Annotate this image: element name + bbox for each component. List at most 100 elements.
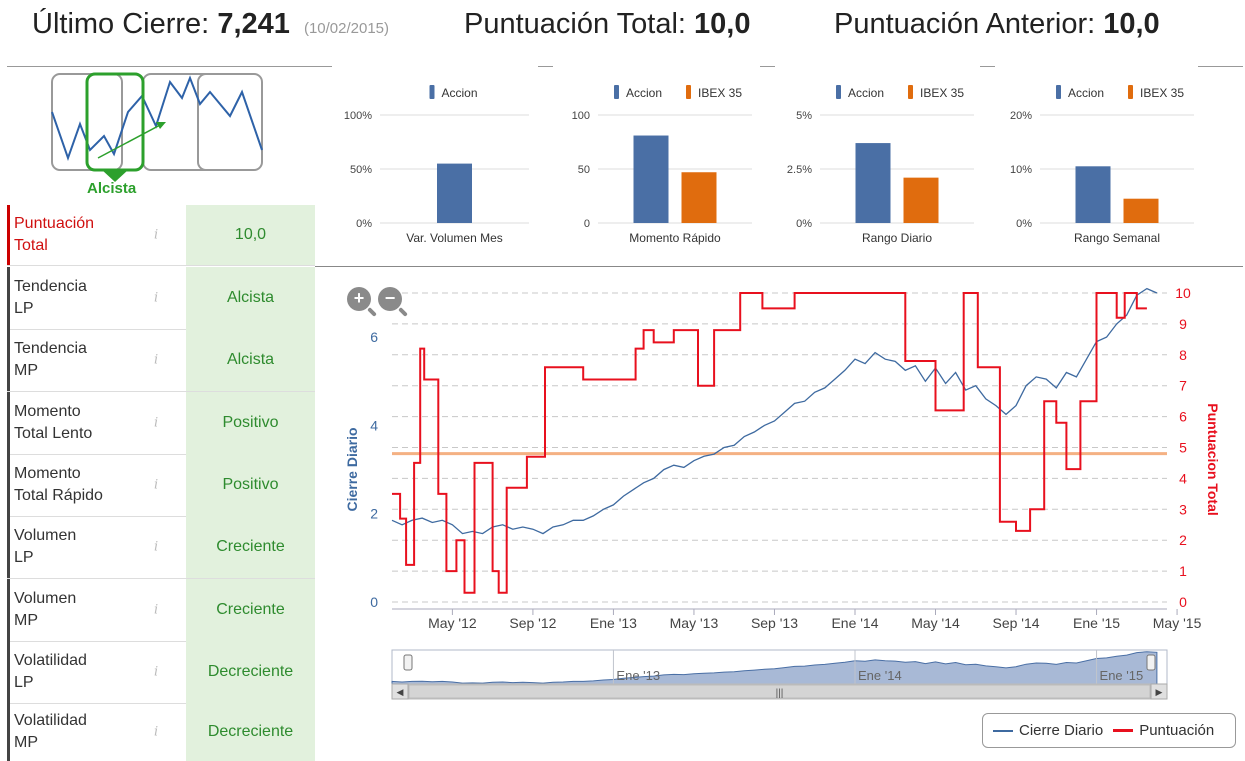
info-icon[interactable]: i [154,290,159,306]
info-icon[interactable]: i [154,602,159,618]
legend-swatch [614,85,619,99]
row-divider [7,265,315,266]
bar-ibex-35[interactable] [1123,198,1159,223]
score-label-line1: Tendencia [14,340,87,357]
bar-chart-rango-diario: Accion IBEX 35 0% 2.5% 5% Rango Diario [770,80,990,252]
score-value: Decreciente [186,641,315,703]
score-value: Alcista [186,267,315,329]
y-tick-label: 5% [796,110,812,122]
score-value: 10,0 [186,205,315,265]
score-label: Volumen LP [7,516,186,578]
zoom-out-icon[interactable]: − [378,287,402,311]
navigator-label: Ene '15 [1100,668,1144,683]
score-label-line1: Volumen [14,590,77,607]
navigator-handle-left[interactable] [403,654,413,671]
info-icon[interactable]: i [154,415,159,431]
y-tick-label: 100 [572,110,590,122]
y-right-tick-label: 8 [1179,347,1187,363]
header: Último Cierre: 7,241 (10/02/2015) Puntua… [0,0,1245,58]
score-label-line2: MP [14,734,38,751]
x-tick-label: May '15 [1153,615,1202,631]
legend-label[interactable]: IBEX 35 [920,86,964,100]
last-close-date: (10/02/2015) [303,20,390,37]
bar-accion[interactable] [855,143,891,223]
last-close-value: 7,241 [217,8,290,40]
legend-label[interactable]: Accion [848,86,884,100]
row-divider [7,391,315,392]
legend-swatch [908,85,913,99]
score-row: Volumen LP i Creciente [7,516,315,579]
scroll-left-button[interactable] [391,683,409,700]
scroll-right-button[interactable] [1150,683,1168,700]
navigator[interactable]: Ene '13 Ene '14 Ene '15 ||| ◀ ▶ [391,649,1168,700]
y-right-tick-label: 3 [1179,501,1187,517]
legend-label[interactable]: IBEX 35 [1140,86,1184,100]
navigator-label: Ene '14 [858,668,902,683]
total-score-label: Puntuación Total: [464,8,686,40]
score-label-line2: Total [14,237,48,254]
score-label-line1: Momento [14,465,81,482]
score-label-line1: Momento [14,403,81,420]
score-row: Volatilidad MP i Decreciente [7,703,315,761]
info-icon[interactable]: i [154,664,159,680]
legend-swatch [686,85,691,99]
chart-legend[interactable]: Cierre Diario Puntuación [982,713,1236,748]
score-label: Volatilidad MP [7,703,186,761]
divider [760,66,775,67]
y-right-tick-label: 6 [1179,409,1187,425]
y-tick-label: 2.5% [787,164,812,176]
legend-swatch-cierre [993,729,1013,732]
score-row: Tendencia MP i Alcista [7,329,315,392]
y-right-tick-label: 9 [1179,316,1187,332]
info-icon[interactable]: i [154,539,159,555]
score-label: Volatilidad LP [7,641,186,703]
legend-label[interactable]: Accion [442,86,478,100]
chevron-left-icon: ◀ [397,687,404,697]
y-left-axis-title: Cierre Diario [344,427,360,511]
info-icon[interactable]: i [154,352,159,368]
y-tick-label: 0 [584,218,590,230]
legend-swatch [429,85,435,99]
y-tick-label: 20% [1010,110,1032,122]
y-tick-label: 50 [578,164,590,176]
previous-score-label: Puntuación Anterior: [834,8,1096,40]
legend-label[interactable]: Accion [1068,86,1104,100]
series-puntuacion[interactable] [392,292,1147,594]
legend-label[interactable]: IBEX 35 [698,86,742,100]
score-value: Positivo [186,454,315,516]
bar-accion[interactable] [633,135,669,223]
last-close: Último Cierre: 7,241 (10/02/2015) [32,8,389,41]
bar-ibex-35[interactable] [903,177,939,223]
divider [980,66,995,67]
divider [315,266,1243,267]
navigator-handle-right[interactable] [1146,654,1156,671]
series-cierre-diario[interactable] [391,287,1158,535]
y-tick-label: 100% [344,110,372,122]
bar-ibex-35[interactable] [681,172,717,223]
x-tick-label: Sep '12 [509,615,556,631]
legend-label[interactable]: Accion [626,86,662,100]
y-right-tick-label: 1 [1179,563,1187,579]
info-icon[interactable]: i [154,477,159,493]
scrollbar-thumb[interactable] [408,684,1151,699]
bar-accion[interactable] [1075,166,1111,223]
y-tick-label: 0% [356,218,372,230]
info-icon[interactable]: i [154,724,159,740]
row-divider [7,329,315,330]
score-row: Volumen MP i Creciente [7,579,315,642]
zoom-in-icon[interactable]: + [347,287,371,311]
score-value: Creciente [186,579,315,641]
score-label-line2: MP [14,612,38,629]
bar-accion[interactable] [437,163,472,223]
x-tick-label: Ene '15 [1073,615,1120,631]
score-label: Puntuación Total [7,205,186,265]
total-score-value: 10,0 [694,8,751,40]
navigator-series [391,651,1158,685]
info-icon[interactable]: i [154,227,159,243]
legend-item-cierre[interactable]: Cierre Diario [993,722,1103,739]
y-right-axis-title: Puntuacion Total [1205,403,1221,516]
bar-chart-rango-semanal: Accion IBEX 35 0% 10% 20% Rango Semanal [990,80,1210,252]
y-right-tick-label: 4 [1179,470,1187,486]
legend-item-puntuacion[interactable]: Puntuación [1113,722,1214,739]
score-label-line2: Total Rápido [14,487,103,504]
